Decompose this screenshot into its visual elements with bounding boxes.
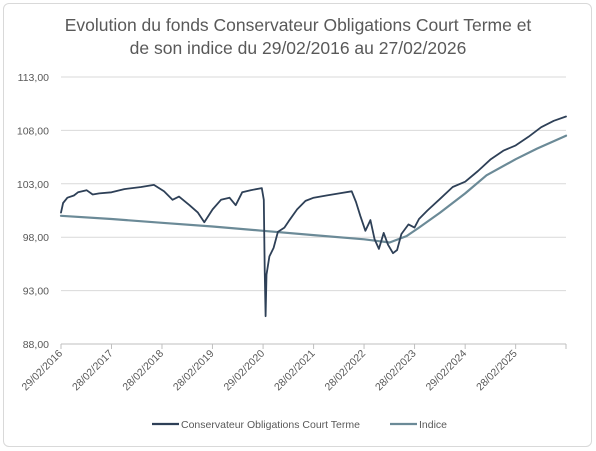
chart-title-line-2: de son indice du 29/02/2016 au 27/02/202… xyxy=(129,38,467,58)
y-tick-label: 98,00 xyxy=(23,232,49,244)
x-axis: 29/02/2016 28/02/2017 28/02/2018 28/02/2019… xyxy=(19,343,567,394)
series-lines xyxy=(59,115,568,318)
legend-item-indice-label: Indice xyxy=(419,419,447,431)
series-line-fund xyxy=(60,115,567,318)
chart-title-line-1: Evolution du fonds Conservateur Obligati… xyxy=(64,15,532,35)
y-tick-label: 108,00 xyxy=(17,125,49,137)
chart-title: Evolution du fonds Conservateur Obligati… xyxy=(0,14,596,60)
x-tick-label: 28/02/2018 xyxy=(120,348,166,394)
legend-item-fund-label: Conservateur Obligations Court Terme xyxy=(181,419,360,431)
x-tick-label: 29/02/2016 xyxy=(19,348,65,394)
x-tick-label: 28/02/2019 xyxy=(171,348,217,394)
legend: Conservateur Obligations Court Terme Indi… xyxy=(152,419,447,431)
x-tick-label: 28/02/2025 xyxy=(474,348,520,394)
x-tick-label: 28/02/2023 xyxy=(373,348,419,394)
x-tick-label: 28/02/2021 xyxy=(272,348,318,394)
y-tick-label: 103,00 xyxy=(17,179,49,191)
x-tick-label: 29/02/2024 xyxy=(424,348,470,394)
x-tick-label: 28/02/2022 xyxy=(323,348,369,394)
x-tick-label: 29/02/2020 xyxy=(222,348,268,394)
y-tick-label: 113,00 xyxy=(18,72,49,84)
series-line-indice xyxy=(59,134,568,244)
gridlines xyxy=(61,76,566,345)
y-tick-label: 93,00 xyxy=(23,286,49,298)
y-tick-label: 88,00 xyxy=(23,339,49,351)
y-axis: 113,00 108,00 103,00 98,00 93,00 88,00 xyxy=(17,72,49,351)
x-tick-label: 28/02/2017 xyxy=(70,348,116,394)
